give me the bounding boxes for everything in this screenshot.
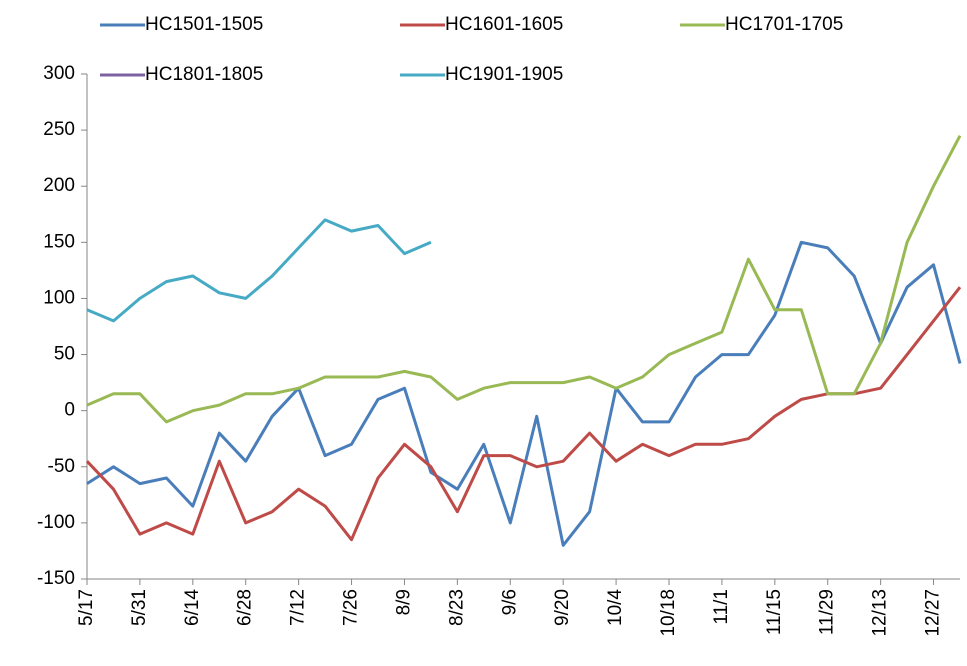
y-tick-label: 150 bbox=[43, 231, 75, 252]
x-tick-label: 5/17 bbox=[76, 589, 97, 626]
x-tick-label: 5/31 bbox=[129, 589, 150, 626]
y-tick-label: -100 bbox=[37, 512, 75, 533]
x-tick-label: 9/6 bbox=[499, 589, 520, 615]
y-tick-label: 50 bbox=[54, 344, 75, 365]
legend-label: HC1501-1505 bbox=[145, 14, 263, 35]
legend-label: HC1901-1905 bbox=[445, 64, 563, 85]
x-tick-label: 6/28 bbox=[235, 589, 256, 626]
y-tick-label: 200 bbox=[43, 175, 75, 196]
y-tick-label: 0 bbox=[64, 400, 75, 421]
x-tick-label: 12/27 bbox=[923, 589, 944, 637]
x-tick-label: 11/29 bbox=[817, 589, 838, 635]
legend-label: HC1701-1705 bbox=[725, 14, 843, 35]
y-tick-label: 250 bbox=[43, 119, 75, 140]
x-tick-label: 10/18 bbox=[658, 589, 679, 637]
x-tick-label: 7/26 bbox=[341, 589, 362, 626]
x-tick-label: 7/12 bbox=[288, 589, 309, 626]
series-line bbox=[86, 240, 962, 547]
legend-label: HC1801-1805 bbox=[145, 64, 263, 85]
x-tick-label: 12/13 bbox=[870, 589, 891, 637]
x-tick-label: 11/15 bbox=[764, 589, 785, 635]
series-line bbox=[85, 286, 962, 542]
x-tick-label: 10/4 bbox=[605, 589, 626, 626]
x-tick-label: 8/23 bbox=[446, 589, 467, 626]
x-tick-label: 9/20 bbox=[552, 589, 573, 626]
y-tick-label: 300 bbox=[43, 63, 75, 84]
x-tick-label: 11/1 bbox=[711, 589, 732, 625]
x-tick-label: 8/9 bbox=[393, 589, 414, 615]
legend-label: HC1601-1605 bbox=[445, 14, 563, 35]
series-line bbox=[86, 218, 432, 323]
x-tick-label: 6/14 bbox=[182, 589, 203, 626]
y-tick-label: 100 bbox=[43, 287, 75, 308]
y-tick-label: -50 bbox=[48, 456, 75, 477]
y-tick-label: -150 bbox=[37, 568, 75, 589]
series-line bbox=[86, 135, 962, 424]
